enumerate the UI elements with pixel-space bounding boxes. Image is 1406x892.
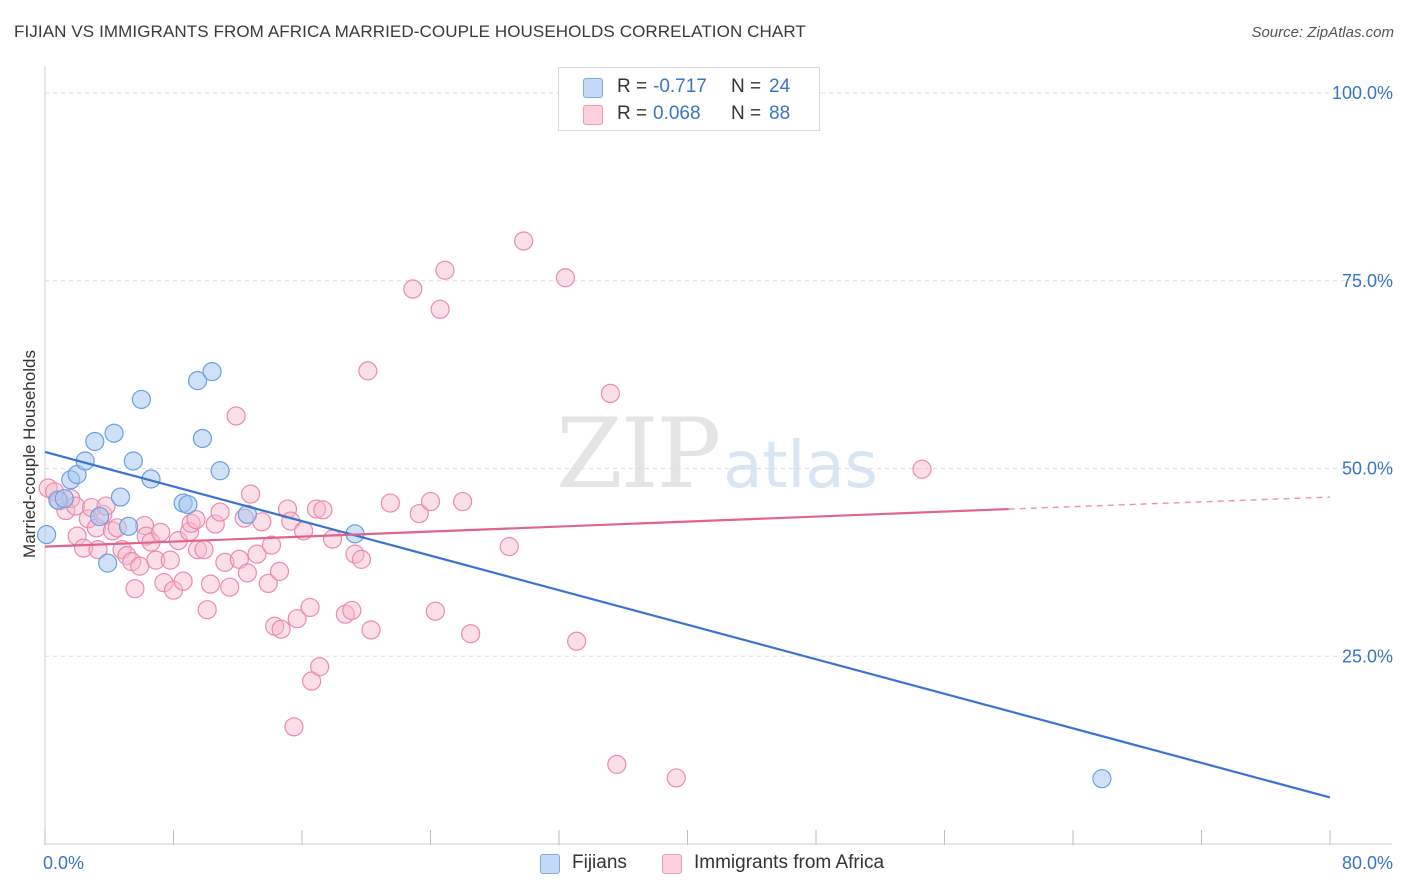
africa-point [125, 579, 145, 599]
r-label: R = [617, 76, 648, 97]
x-tick-label: 80.0% [1342, 853, 1393, 873]
africa-point [435, 260, 455, 280]
africa-point [310, 657, 330, 677]
africa-point [194, 540, 214, 560]
n-value: 88 [769, 103, 791, 124]
fijians-swatch [583, 78, 603, 98]
africa-point [380, 493, 400, 513]
africa-point [420, 491, 441, 512]
africa-point [197, 600, 217, 620]
africa-trend-line [44, 507, 1009, 548]
n-label: N = [731, 103, 762, 124]
africa-point [430, 299, 450, 319]
africa-point [358, 361, 378, 381]
africa-point [258, 573, 278, 594]
correlation-legend: R = -0.717 N = 24 R = 0.068 N = 88 [558, 67, 820, 131]
africa-swatch [583, 105, 603, 125]
fijians-point [104, 423, 124, 443]
fijians-point [192, 428, 213, 449]
africa-point [567, 631, 587, 651]
legend-label: Immigrants from Africa [694, 852, 885, 873]
africa-point [666, 768, 686, 788]
africa-point [912, 459, 932, 479]
africa-point [361, 620, 381, 640]
africa-point [210, 502, 230, 522]
y-tick-label: 50.0% [1342, 459, 1393, 479]
africa-point [151, 522, 171, 542]
n-label: N = [731, 76, 762, 97]
fijians-point [54, 488, 74, 509]
africa-point [600, 383, 621, 404]
y-tick-label: 100.0% [1332, 83, 1393, 103]
africa-point [345, 544, 365, 564]
africa-point [73, 538, 94, 558]
fijians-point [98, 553, 118, 573]
africa-point [425, 601, 445, 621]
africa-point [453, 491, 473, 512]
africa-point [322, 529, 343, 549]
fijians-point [202, 362, 222, 382]
africa-point [269, 561, 290, 581]
africa-point [514, 231, 534, 251]
chart-title: FIJIAN VS IMMIGRANTS FROM AFRICA MARRIED… [14, 22, 806, 41]
fijians-point [118, 516, 139, 536]
africa-point [241, 484, 261, 504]
africa-point [607, 754, 627, 774]
africa-point [306, 499, 327, 519]
africa-point [146, 550, 166, 570]
r-value: 0.068 [653, 103, 701, 124]
africa-point [313, 500, 333, 520]
africa-point [351, 549, 372, 569]
fijians-point [85, 431, 105, 452]
fijians-point [123, 451, 143, 471]
africa-point [226, 406, 246, 426]
x-tick-label: 0.0% [43, 853, 84, 873]
africa-point [130, 556, 150, 576]
africa-point [247, 544, 267, 564]
africa-point [154, 573, 174, 593]
africa-point [409, 503, 429, 524]
africa-point [287, 609, 307, 629]
africa-point [205, 514, 225, 534]
africa-point [302, 671, 322, 691]
fijians-point [210, 461, 230, 481]
africa-point [300, 597, 320, 618]
africa-point [186, 509, 206, 530]
africa-point [200, 574, 221, 594]
fijians-swatch [540, 854, 560, 874]
y-tick-label: 75.0% [1342, 271, 1393, 291]
source-label: Source: ZipAtlas.com [1251, 24, 1394, 41]
fijians-point [90, 506, 110, 527]
africa-point [499, 537, 519, 557]
y-axis-label: Married-couple Households [20, 350, 39, 558]
africa-point [461, 624, 481, 644]
y-tick-label: 25.0% [1342, 646, 1393, 666]
africa-point [173, 571, 193, 591]
legend-label: Fijians [572, 852, 627, 873]
africa-point [215, 552, 235, 572]
fijians-point [131, 389, 151, 410]
r-label: R = [617, 103, 648, 124]
fijians-point [1092, 769, 1112, 789]
fijians-point [37, 524, 57, 545]
africa-point [237, 563, 257, 583]
africa-point [220, 577, 240, 597]
africa-trend-extension [1008, 496, 1331, 510]
n-value: 24 [769, 76, 791, 97]
africa-swatch [662, 854, 682, 874]
africa-point [284, 717, 304, 737]
africa-point [403, 279, 423, 299]
fijians-point [110, 487, 131, 507]
africa-point [160, 550, 180, 570]
fijians-trend-line [44, 450, 1331, 799]
fijians-point [187, 371, 208, 391]
r-value: -0.717 [653, 76, 707, 97]
fijians-point [178, 494, 198, 515]
africa-point [271, 619, 291, 639]
africa-point [261, 535, 282, 555]
africa-point [555, 268, 576, 288]
africa-point [342, 600, 362, 621]
